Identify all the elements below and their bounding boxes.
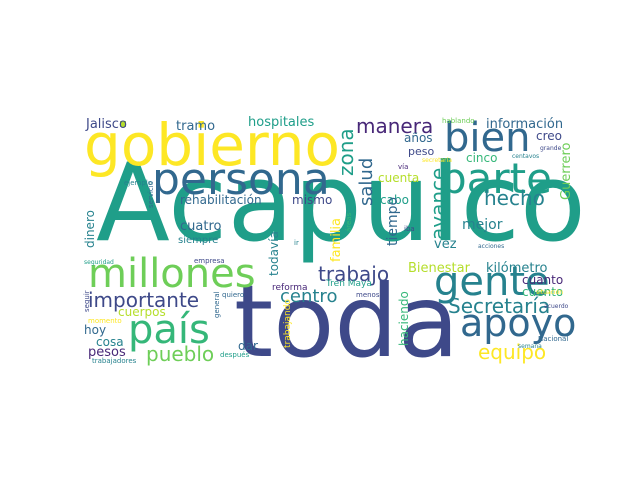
word-centro: centro [280,286,338,307]
word-dar: dar [238,339,258,353]
word-tren-maya: Tren Maya [326,279,372,289]
word-hoy: hoy [84,323,107,337]
word-persona: persona [152,154,330,205]
word-acapulco: Acapulco [96,141,587,266]
word-parte: parte [440,154,552,203]
word-acciones: acciones [478,243,505,250]
word-seguir: seguir [83,290,91,312]
word-manera: manera [356,114,434,138]
word-centavos: centavos [512,153,540,160]
word-tiempo: tiempo [385,196,401,246]
word-dinero: dinero [83,210,97,248]
word-servicio: servicio [147,181,155,208]
word-nacional: Nacional [538,335,569,343]
word-bienestar: Bienestar [408,261,470,276]
word-vez: vez [434,237,457,252]
word-menos: menos [356,291,380,299]
word-quiero: quiero [222,291,245,299]
word-informacion: información [486,117,564,132]
word-familia: familia [329,217,344,262]
word-mismo: mismo [292,193,333,207]
word-jalisco: Jalisco [86,117,127,132]
word-grande: grande [540,145,562,152]
word-secretaria-small: secretaría [422,157,452,164]
word-via: vía [398,163,409,171]
word-anos: años [404,131,433,145]
word-acuerdo: acuerdo [544,303,569,310]
word-cuanto: cuanto [522,273,564,287]
word-iba: iba [404,225,415,233]
word-momento: momento [88,317,122,325]
word-peso: peso [408,145,435,158]
word-pais: país [128,307,210,353]
word-apoyo: apoyo [460,301,577,345]
word-hecho: hecho [484,186,545,210]
word-millones: millones [88,251,256,297]
word-hablando: hablando [442,117,475,125]
word-guerrero: Guerrero [559,142,574,201]
word-gente: gente [434,259,550,305]
word-creo: creo [536,129,562,143]
word-cosa: cosa [96,335,124,349]
word-importante: importante [88,288,200,312]
word-seguridad: seguridad [84,259,114,266]
word-secretaria: Secretaría [448,294,551,318]
word-haciendo: haciendo [397,291,411,346]
word-avance: avance [426,167,450,240]
word-areas: áreas [345,212,353,232]
word-trabajo: trabajo [318,262,390,286]
word-kilometro: kilómetro [486,261,548,276]
word-trabajadores: trabajadores [92,357,137,365]
word-salud: salud [356,157,377,206]
word-despues: después [220,351,250,359]
word-cuento: cuento [522,285,564,299]
word-pesos: pesos [88,345,126,360]
word-cabo: cabo [380,193,409,207]
word-pueblo: pueblo [146,342,215,366]
word-tramo: tramo [176,119,216,134]
word-toda: toda [234,263,460,380]
word-situacion: situación [536,289,564,296]
word-rehabilitacion: rehabilitación [180,193,262,207]
word-hospitales: hospitales [248,115,315,130]
word-cuerpos: cuerpos [118,305,166,319]
word-equipo: equipo [478,340,547,364]
word-ejemplo: ejemplo [124,179,153,187]
word-trabajando: trabajando [283,299,293,348]
word-gobierno: gobierno [84,111,340,179]
word-ir: ir [294,239,299,247]
word-semana: semana [518,343,542,350]
word-reforma: reforma [272,283,308,293]
word-todavia: todavía [267,231,281,276]
word-bien: bien [444,115,531,161]
word-cuatro: cuatro [180,219,222,234]
word-zona: zona [334,128,358,176]
word-cinco: cinco [466,151,498,165]
word-mejor: mejor [462,217,503,233]
word-siempre: siempre [178,235,219,246]
word-empresa: empresa [194,257,225,265]
word-general: general [213,291,221,318]
decorative-dot [120,121,126,127]
word-cuenta: cuenta [378,171,420,185]
